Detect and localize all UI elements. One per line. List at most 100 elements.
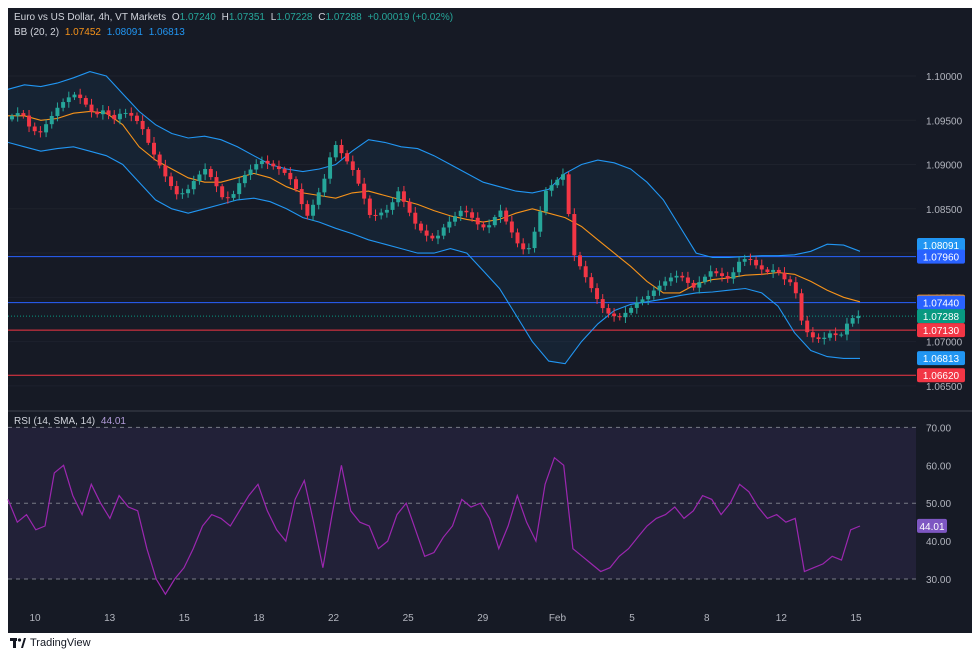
bb-lower-value: 1.06813 (148, 27, 185, 38)
candle-body (117, 113, 122, 120)
candle-body (754, 259, 759, 266)
candle-body (436, 235, 440, 239)
candle-body (231, 194, 236, 198)
candle-body (112, 114, 117, 120)
candle-body (458, 210, 463, 217)
candle-body (163, 165, 168, 177)
candle-body (680, 275, 685, 278)
candle-body (600, 299, 605, 309)
rsi-value-tag (917, 518, 947, 533)
price-tag-label: 1.07960 (923, 253, 960, 264)
candle-body (384, 209, 389, 213)
candle-body (714, 271, 719, 274)
candle-body (140, 120, 145, 130)
candle-body (498, 210, 503, 218)
candle-body (748, 259, 753, 261)
candle-body (356, 169, 361, 184)
candle-body (78, 94, 83, 99)
level-lines (8, 256, 916, 376)
candle-body (447, 221, 452, 228)
candle-body (708, 271, 713, 277)
candle-body (38, 131, 43, 133)
price-tick-label: 1.09000 (926, 161, 963, 172)
candle-body (504, 210, 509, 222)
candle-body (44, 124, 49, 133)
candle-body (254, 164, 259, 170)
candle-body (532, 231, 537, 249)
footer: TradingView (10, 637, 91, 649)
candle-body (83, 98, 88, 105)
time-tick-label: 15 (179, 613, 191, 624)
candle-body (543, 190, 548, 212)
footer-brand[interactable]: TradingView (30, 637, 91, 649)
price-tick-label: 1.09500 (926, 116, 963, 127)
candle-body (174, 186, 179, 195)
price-tag-label: 1.06620 (923, 371, 960, 382)
candle-body (765, 269, 770, 273)
candle-body (737, 261, 742, 273)
candle-body (311, 204, 316, 216)
candle-body (697, 282, 702, 288)
close-value: 1.07288 (325, 12, 362, 23)
candle-body (589, 277, 594, 289)
candle-body (595, 288, 600, 300)
price-legend: Euro vs US Dollar, 4h, VT Markets O1.072… (14, 12, 456, 23)
candle-body (373, 214, 378, 216)
rsi-tick-label: 50.00 (926, 499, 951, 510)
candle-body (129, 112, 134, 116)
rsi-tick-label: 40.00 (926, 537, 951, 548)
candle-body (509, 221, 514, 233)
candle-body (492, 217, 497, 226)
bb-name[interactable]: BB (20, 2) (14, 27, 60, 38)
rsi-axis[interactable]: 70.00 60.00 50.00 40.00 30.00 44.01 (917, 423, 951, 586)
candle-body (21, 113, 26, 116)
bb-upper-line (7, 71, 861, 259)
candle-body (95, 111, 100, 115)
time-tick-label: 12 (776, 613, 788, 624)
low-label: L (270, 12, 277, 23)
symbol-title[interactable]: Euro vs US Dollar, 4h, VT Markets (14, 12, 167, 23)
candle-body (191, 181, 196, 190)
candle-body (339, 144, 344, 154)
rsi-legend: RSI (14, SMA, 14) 44.01 (14, 416, 129, 427)
candle-body (583, 266, 588, 278)
time-tick-label: 25 (403, 613, 415, 624)
candle-body (805, 320, 810, 333)
candle-body (203, 169, 208, 175)
candle-body (10, 115, 14, 120)
candle-body (731, 272, 736, 279)
bb-basis-line (8, 110, 861, 303)
high-label: H (221, 12, 229, 23)
time-tick-label: 15 (850, 613, 862, 624)
candle-body (197, 174, 202, 182)
rsi-legend-value: 44.01 (100, 416, 126, 427)
candle-body (146, 129, 151, 143)
candle-body (430, 235, 435, 239)
time-tick-label: 29 (477, 613, 489, 624)
candle-body (691, 282, 696, 288)
candle-body (106, 110, 111, 115)
candle-body (27, 115, 32, 127)
candle-body (345, 153, 350, 162)
candle-body (572, 214, 577, 256)
price-tag-label: 1.07130 (923, 326, 960, 337)
tradingview-logo-icon (10, 638, 26, 648)
change-value: +0.00019 (+0.02%) (367, 12, 454, 23)
time-axis[interactable]: 10 13 15 18 22 25 29 Feb 5 8 12 15 (29, 613, 862, 624)
chart-frame (8, 8, 972, 633)
candle-body (157, 154, 162, 166)
candle-body (742, 259, 747, 262)
candle-body (668, 277, 673, 282)
price-tag-label: 1.06813 (923, 354, 960, 365)
candle-body (822, 337, 827, 339)
rsi-name[interactable]: RSI (14, SMA, 14) (14, 416, 96, 427)
candle-body (390, 202, 395, 210)
candle-body (328, 157, 333, 179)
price-axis[interactable]: 1.100001.095001.090001.085001.080001.075… (926, 72, 963, 393)
candle-body (481, 224, 486, 228)
candle-body (214, 177, 219, 187)
price-tick-label: 1.10000 (926, 72, 963, 83)
candle-body (827, 333, 832, 338)
candle-body (771, 269, 776, 273)
